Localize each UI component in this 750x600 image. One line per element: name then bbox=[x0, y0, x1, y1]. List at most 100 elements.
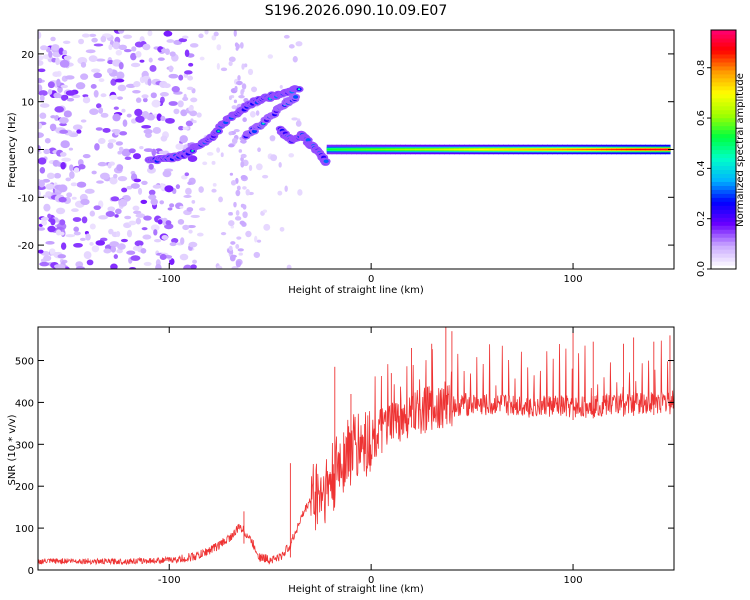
spectrogram-y-axis-label: Frequency (Hz) bbox=[7, 112, 18, 188]
spectrogram-cell bbox=[131, 46, 137, 52]
spectrogram-cell bbox=[64, 75, 75, 80]
colorbar-tick-label: 0.0 bbox=[696, 261, 707, 277]
spectrogram-cell bbox=[468, 148, 475, 151]
spectrogram-cell bbox=[269, 135, 276, 141]
snr-y-tick-label: 400 bbox=[15, 398, 34, 409]
spectrogram-cell bbox=[278, 162, 282, 168]
spectrogram-cell bbox=[190, 264, 197, 269]
spectrogram-cell bbox=[100, 172, 110, 180]
spectrogram-cell bbox=[62, 40, 71, 45]
spectrogram-cell bbox=[165, 117, 175, 124]
spectrogram-cell bbox=[135, 213, 146, 218]
spectrogram-cell bbox=[91, 68, 101, 73]
spectrogram-cell bbox=[42, 194, 48, 198]
spectrogram-cell bbox=[236, 185, 241, 191]
spectrogram-cell bbox=[169, 203, 175, 208]
spectrogram-cell bbox=[150, 224, 160, 232]
colorbar-segment bbox=[711, 37, 736, 43]
spectrogram-cell bbox=[89, 223, 96, 230]
spectrogram-cell bbox=[130, 62, 141, 68]
spectrogram-cell bbox=[128, 266, 137, 269]
spectrogram-x-axis-label: Height of straight line (km) bbox=[288, 285, 424, 296]
spectrogram-cell bbox=[370, 148, 377, 151]
spectrogram-cell bbox=[70, 182, 78, 187]
spectrogram-cell bbox=[38, 157, 47, 165]
spectrogram-cell bbox=[150, 92, 157, 99]
spectrogram-y-tick-label: 20 bbox=[21, 50, 34, 61]
spectrogram-cell bbox=[198, 207, 206, 212]
colorbar-segment bbox=[711, 41, 736, 47]
spectrogram-cell bbox=[498, 148, 504, 151]
spectrogram-cell bbox=[270, 154, 278, 162]
spectrogram-cell bbox=[53, 172, 62, 179]
colorbar-segment bbox=[711, 261, 736, 266]
spectrogram-cell bbox=[240, 153, 247, 159]
spectrogram-cell bbox=[58, 117, 69, 124]
spectrogram-cell bbox=[100, 93, 107, 98]
colorbar-segment bbox=[711, 129, 736, 135]
spectrogram-cell bbox=[267, 54, 274, 59]
spectrogram-cell bbox=[240, 161, 245, 168]
snr-panel: 0 100 200 300 400 500 -100 0 100 Height of stra… bbox=[7, 326, 675, 595]
spectrogram-cell bbox=[75, 82, 86, 90]
spectrogram-cell bbox=[297, 189, 303, 196]
spectrogram-cell bbox=[236, 43, 240, 50]
spectrogram-cell bbox=[601, 148, 607, 151]
colorbar-segment bbox=[711, 161, 736, 167]
spectrogram-cell bbox=[444, 148, 450, 151]
spectrogram-cell bbox=[464, 148, 470, 151]
spectrogram-cell bbox=[390, 148, 396, 151]
spectrogram-cell bbox=[165, 220, 172, 226]
snr-x-tick-label: 100 bbox=[564, 575, 583, 586]
spectrogram-cell bbox=[513, 148, 519, 151]
spectrogram-cell bbox=[245, 230, 252, 238]
spectrogram-cell bbox=[38, 145, 41, 152]
spectrogram-cell bbox=[263, 223, 271, 231]
spectrogram-cell bbox=[341, 148, 347, 151]
spectrogram-cell bbox=[134, 108, 143, 117]
spectrogram-cell bbox=[54, 114, 60, 122]
spectrogram-cell bbox=[62, 49, 68, 56]
spectrogram-cell bbox=[547, 148, 553, 151]
spectrogram-cell bbox=[552, 148, 558, 151]
spectrogram-cell bbox=[47, 225, 56, 233]
colorbar-segment bbox=[711, 145, 736, 151]
spectrogram-cell bbox=[121, 148, 132, 157]
colorbar-segment bbox=[711, 121, 736, 127]
spectrogram-plot-area bbox=[38, 30, 671, 269]
colorbar-segment bbox=[711, 61, 736, 67]
snr-y-tick-label: 300 bbox=[15, 440, 34, 451]
spectrogram-cell bbox=[86, 259, 94, 266]
spectrogram-cell bbox=[157, 57, 165, 61]
spectrogram-cell bbox=[611, 148, 617, 151]
spectrogram-cell bbox=[65, 177, 72, 182]
spectrogram-cell bbox=[234, 85, 238, 92]
spectrogram-cell bbox=[185, 120, 194, 127]
spectrogram-cell bbox=[143, 129, 153, 135]
spectrogram-cell bbox=[184, 49, 190, 58]
spectrogram-cell bbox=[229, 172, 234, 176]
spectrogram-cell bbox=[175, 184, 181, 190]
spectrogram-cell bbox=[262, 174, 269, 179]
spectrogram-y-ticks: -20 -10 0 10 20 bbox=[18, 50, 674, 252]
spectrogram-cell bbox=[228, 250, 234, 255]
spectrogram-cell bbox=[331, 148, 338, 151]
spectrogram-cell bbox=[140, 248, 147, 254]
spectrogram-cell bbox=[256, 239, 262, 243]
spectrogram-cell bbox=[220, 152, 224, 158]
spectrogram-cell bbox=[71, 196, 77, 200]
spectrogram-cell bbox=[88, 33, 97, 38]
spectrogram-cell bbox=[251, 129, 258, 134]
spectrogram-cell bbox=[63, 55, 72, 61]
spectrogram-cell bbox=[164, 185, 174, 193]
spectrogram-cell bbox=[251, 86, 258, 93]
spectrogram-cell bbox=[58, 196, 67, 203]
colorbar-segment bbox=[711, 245, 736, 250]
spectrogram-cell bbox=[198, 186, 204, 193]
spectrogram-cell bbox=[141, 227, 148, 231]
spectrogram-cell bbox=[61, 157, 72, 162]
spectrogram-cell bbox=[186, 207, 194, 212]
spectrogram-cell bbox=[81, 33, 90, 38]
spectrogram-cell bbox=[118, 62, 124, 70]
colorbar-segment bbox=[711, 117, 736, 123]
